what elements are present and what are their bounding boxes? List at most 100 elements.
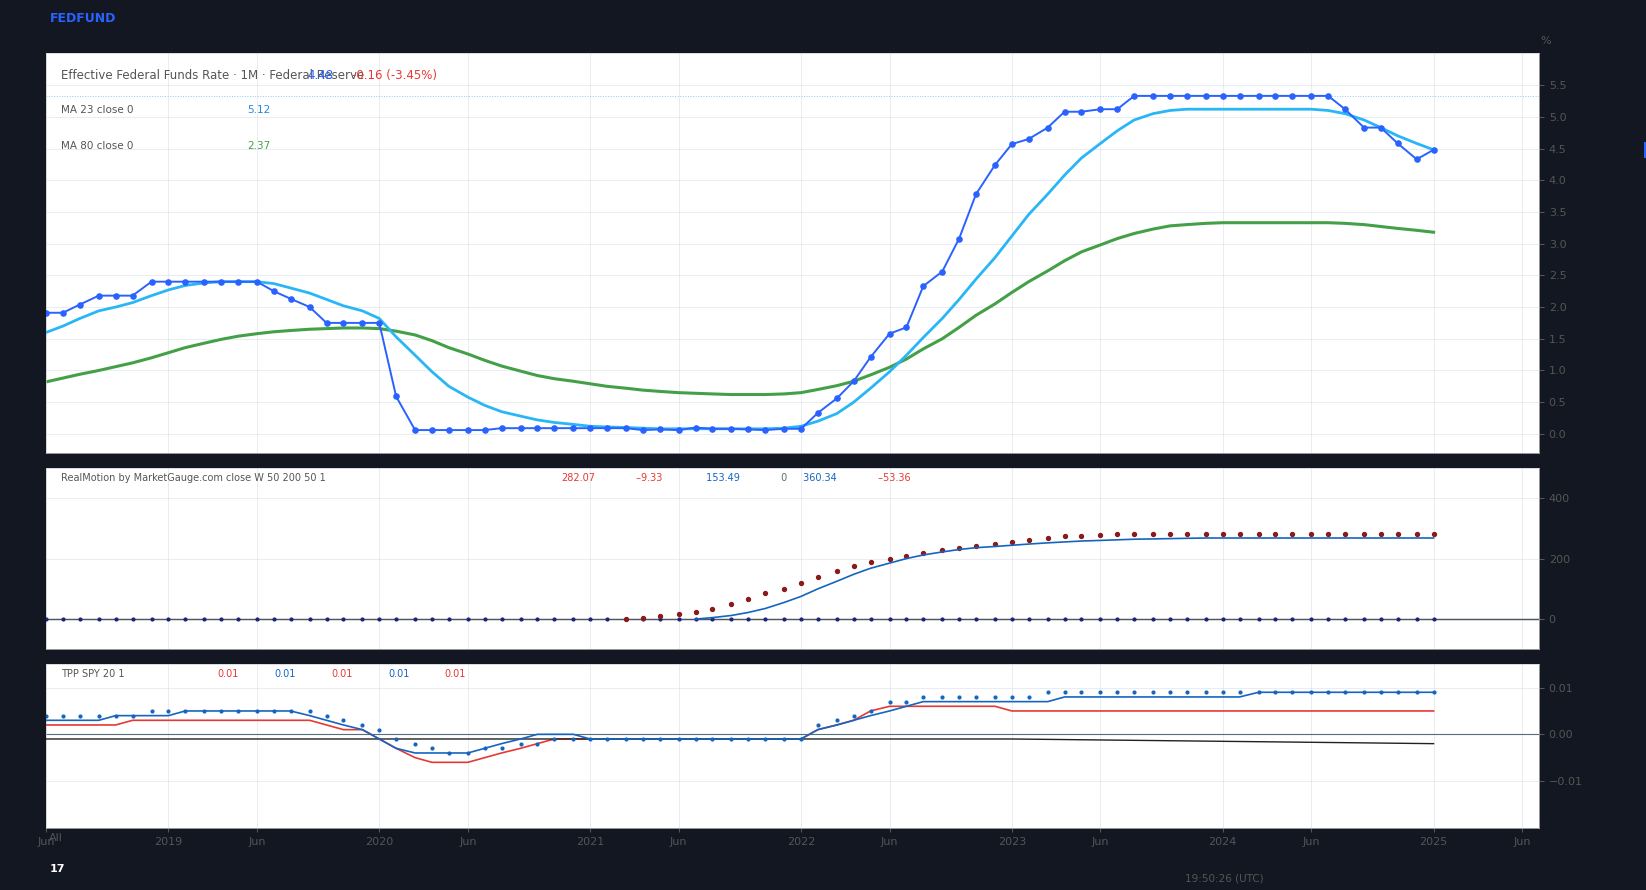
Point	[49, 708, 76, 723]
Point	[1035, 611, 1062, 626]
Point	[683, 732, 709, 746]
Text: MA 23 close 0: MA 23 close 0	[61, 105, 140, 116]
Point	[928, 611, 955, 626]
Point	[313, 611, 339, 626]
Point	[647, 609, 673, 623]
Point	[963, 187, 989, 201]
Point	[578, 732, 604, 746]
Point	[894, 611, 920, 626]
Point	[1121, 89, 1147, 103]
Point	[1226, 685, 1253, 700]
Point	[120, 288, 146, 303]
Point	[120, 708, 146, 723]
Point	[1016, 690, 1042, 704]
Point	[384, 611, 410, 626]
Point	[454, 611, 481, 626]
Point	[1174, 527, 1200, 541]
Point	[523, 737, 550, 751]
Point	[1315, 611, 1341, 626]
Point	[683, 420, 709, 434]
Point	[752, 587, 779, 601]
Point	[718, 597, 744, 611]
Point	[999, 690, 1025, 704]
Point	[981, 611, 1007, 626]
Point	[1088, 528, 1114, 542]
Text: MA 80 close 0: MA 80 close 0	[61, 142, 140, 151]
Point	[647, 611, 673, 626]
Point	[1052, 611, 1078, 626]
Point	[1246, 611, 1272, 626]
Point	[894, 320, 920, 335]
Text: 282.07: 282.07	[561, 473, 596, 483]
Point	[700, 611, 726, 626]
Point	[981, 158, 1007, 172]
Text: 0.01: 0.01	[388, 669, 410, 679]
Point	[630, 732, 657, 746]
Point	[1404, 611, 1430, 626]
Point	[436, 611, 463, 626]
Point	[1121, 685, 1147, 700]
Point	[33, 708, 59, 723]
Point	[683, 611, 709, 626]
Point	[736, 592, 762, 606]
Point	[155, 274, 181, 288]
Point	[278, 704, 305, 718]
Point	[418, 741, 444, 756]
Point	[523, 611, 550, 626]
Point	[946, 231, 973, 246]
Point	[946, 611, 973, 626]
Point	[365, 611, 392, 626]
Point	[1088, 611, 1114, 626]
Point	[894, 548, 920, 562]
Point	[1035, 685, 1062, 700]
Point	[823, 563, 849, 578]
Point	[770, 582, 797, 596]
Point	[594, 421, 621, 435]
Point	[805, 611, 831, 626]
Point	[928, 543, 955, 557]
Point	[1226, 89, 1253, 103]
Point	[260, 284, 286, 298]
Point	[946, 541, 973, 555]
Point	[173, 704, 199, 718]
Point	[788, 611, 815, 626]
Point	[718, 611, 744, 626]
Point	[244, 704, 270, 718]
Point	[752, 423, 779, 437]
Point	[560, 421, 586, 435]
Point	[471, 741, 497, 756]
Point	[507, 421, 533, 435]
Point	[612, 732, 639, 746]
Point	[1246, 527, 1272, 541]
Point	[1279, 685, 1305, 700]
Point	[1262, 611, 1289, 626]
Text: %: %	[1541, 36, 1551, 46]
Point	[1210, 685, 1236, 700]
Point	[1351, 120, 1378, 134]
Point	[331, 316, 357, 330]
Point	[384, 389, 410, 403]
Point	[1384, 136, 1411, 150]
Point	[86, 611, 112, 626]
Text: 5.12: 5.12	[247, 105, 272, 116]
Point	[1104, 685, 1131, 700]
Point	[120, 611, 146, 626]
Point	[278, 611, 305, 626]
Point	[1384, 611, 1411, 626]
Point	[1141, 685, 1167, 700]
Point	[841, 708, 867, 723]
Point	[1104, 611, 1131, 626]
Point	[630, 611, 657, 625]
Point	[436, 746, 463, 760]
Point	[928, 264, 955, 279]
Point	[1035, 530, 1062, 545]
Point	[454, 423, 481, 437]
Text: –53.36: –53.36	[874, 473, 910, 483]
Point	[718, 422, 744, 436]
Point	[841, 374, 867, 388]
Text: 0: 0	[777, 473, 787, 483]
Point	[1141, 527, 1167, 541]
Point	[1193, 89, 1220, 103]
Point	[207, 274, 234, 288]
Point	[454, 746, 481, 760]
